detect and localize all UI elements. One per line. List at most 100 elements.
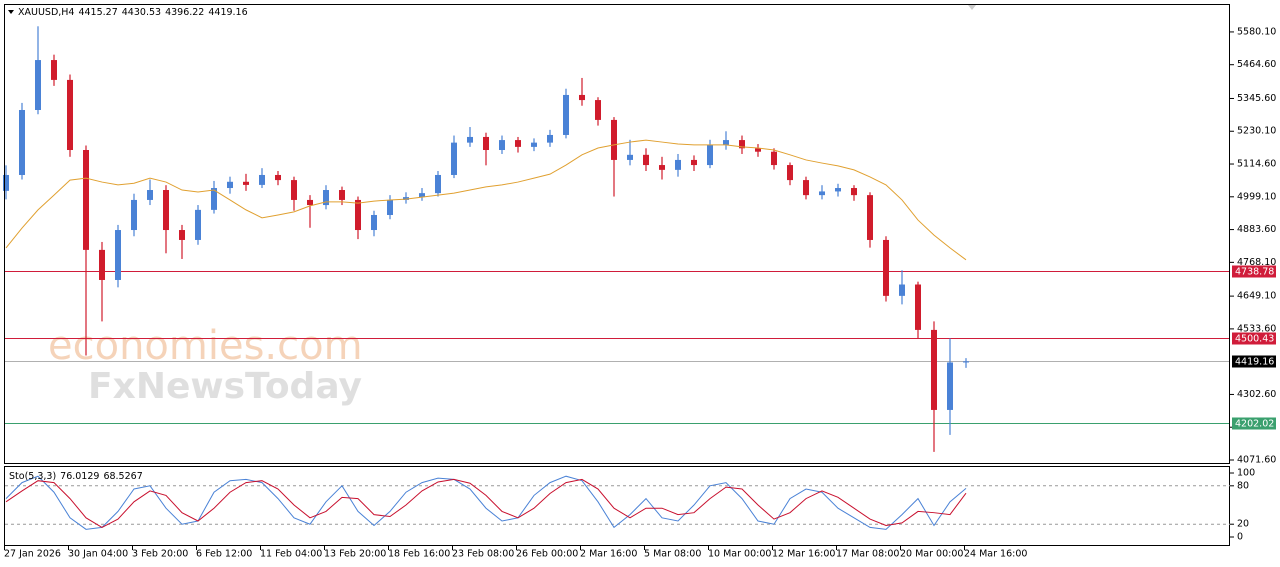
candle-body [787, 165, 793, 181]
candle-body [579, 94, 585, 101]
y-tick-label: 5114.60 [1237, 159, 1276, 170]
x-tick-label: 20 Mar 00:00 [900, 549, 963, 560]
candle-body [355, 199, 361, 231]
header-value: 4396.22 [165, 7, 204, 18]
header: XAUUSD,H4 4415.27 4430.53 4396.22 4419.16 [18, 7, 248, 18]
x-tick-label: 18 Feb 16:00 [388, 549, 450, 560]
candle-body [3, 174, 9, 191]
header-value: 4419.16 [208, 7, 247, 18]
x-tick-label: 3 Feb 20:00 [132, 549, 188, 560]
candle-body [611, 119, 617, 160]
candle-body [179, 230, 185, 240]
candle-body [467, 136, 473, 143]
candle-body [451, 142, 457, 175]
stoch-readout: 76.0129 [60, 471, 99, 482]
candle-body [131, 199, 137, 231]
candle-body [115, 230, 121, 280]
y-tick-label: 4302.60 [1237, 389, 1276, 400]
shift-marker [968, 5, 976, 10]
x-tick-label: 27 Jan 2026 [4, 549, 61, 560]
y-tick-label: 4768.10 [1237, 257, 1276, 268]
candle-body [51, 60, 57, 80]
candle-body [339, 190, 345, 200]
x-tick-label: 26 Feb 00:00 [516, 549, 578, 560]
price-level-label: 4738.78 [1235, 267, 1274, 278]
x-tick-label: 30 Jan 04:00 [68, 549, 128, 560]
x-tick-label: 2 Mar 16:00 [580, 549, 637, 560]
candle-body [915, 284, 921, 330]
x-tick-label: 17 Mar 08:00 [836, 549, 899, 560]
candle-body [419, 193, 425, 198]
stoch-main [5, 475, 967, 530]
stoch-name: Sto(5,3,3) [9, 471, 56, 482]
candle-body [227, 181, 233, 189]
stoch-signal [5, 478, 967, 528]
candle-body [643, 154, 649, 166]
candle-body [659, 165, 665, 170]
candle-body [323, 190, 329, 206]
candle-body [435, 174, 441, 194]
candle-body [771, 151, 777, 166]
price-level-tag [1232, 355, 1276, 368]
candle-body [595, 100, 601, 120]
candle-body [35, 60, 41, 110]
candle-body [755, 148, 761, 152]
price-level-label: 4500.43 [1235, 334, 1274, 345]
stoch-tick-label: 100 [1237, 468, 1255, 479]
candle-body [307, 199, 313, 206]
menu-arrow[interactable] [8, 10, 14, 14]
candle-body [99, 249, 105, 280]
x-tick-label: 23 Feb 08:00 [452, 549, 514, 560]
candle-body [515, 140, 521, 147]
y-tick-label: 4999.10 [1237, 191, 1276, 202]
candle-body [163, 190, 169, 231]
header-value: 4430.53 [122, 7, 161, 18]
candle-body [259, 174, 265, 185]
x-tick-label: 12 Mar 16:00 [772, 549, 835, 560]
x-tick-label: 6 Feb 12:00 [196, 549, 252, 560]
candle-body [371, 214, 377, 231]
candle-body [291, 180, 297, 200]
candle-body [899, 284, 905, 296]
symbol: XAUUSD,H4 [18, 7, 74, 18]
candle-body [819, 191, 825, 196]
candle-body [19, 109, 25, 175]
candle-body [83, 150, 89, 250]
candle-body [675, 159, 681, 170]
candle-body [947, 362, 953, 410]
candle-body [803, 180, 809, 196]
sub-panel-border [4, 466, 1230, 546]
price-level-tag [1232, 417, 1276, 430]
candle-body [883, 239, 889, 296]
candle-body [867, 195, 873, 240]
watermark-text: economies.com [48, 323, 363, 369]
candle-body [547, 134, 553, 143]
x-tick-label: 11 Feb 04:00 [260, 549, 322, 560]
candle-body [723, 140, 729, 145]
candle-body [387, 199, 393, 215]
candle-body [963, 361, 969, 363]
candle-body [707, 144, 713, 166]
candle-body [147, 190, 153, 200]
candle-body [195, 209, 201, 240]
x-tick-label: 13 Feb 20:00 [324, 549, 386, 560]
candle-body [627, 154, 633, 160]
header-value: 4415.27 [78, 7, 117, 18]
candle-body [67, 79, 73, 151]
candle-body [851, 188, 857, 196]
moving-average [5, 139, 967, 261]
y-tick-label: 4533.60 [1237, 323, 1276, 334]
y-tick-label: 5464.60 [1237, 59, 1276, 70]
candle-body [739, 140, 745, 149]
candle-body [563, 94, 569, 135]
y-tick-label: 5580.10 [1237, 26, 1276, 37]
plot-area [3, 26, 1230, 452]
candle-body [275, 174, 281, 181]
y-tick-label: 4883.60 [1237, 224, 1276, 235]
candle-body [835, 188, 841, 192]
y-tick-label: 5345.60 [1237, 93, 1276, 104]
y-tick-label: 5230.10 [1237, 126, 1276, 137]
